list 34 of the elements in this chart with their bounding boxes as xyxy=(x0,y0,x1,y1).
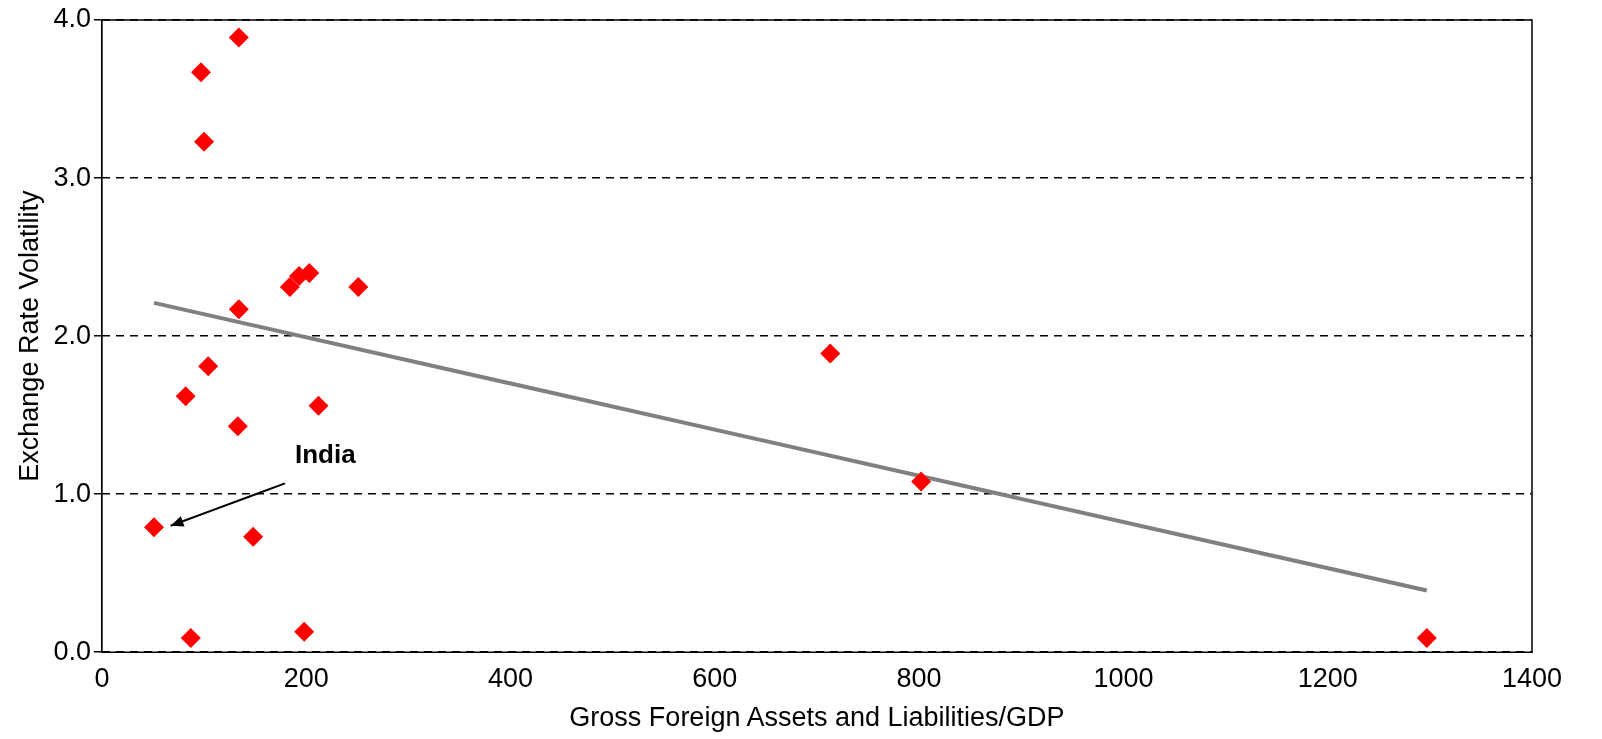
point xyxy=(228,299,249,320)
y-tick-label: 1.0 xyxy=(53,477,91,508)
point xyxy=(175,386,196,407)
x-tick-label: 0 xyxy=(94,662,110,693)
point xyxy=(348,277,369,298)
y-tick-label: 3.0 xyxy=(53,161,91,192)
point xyxy=(279,277,300,298)
x-tick-label: 600 xyxy=(692,662,738,693)
point xyxy=(227,416,248,437)
point xyxy=(294,621,315,642)
x-tick-label: 800 xyxy=(896,662,942,693)
point xyxy=(911,471,932,492)
point xyxy=(243,526,264,547)
x-tick-label: 1000 xyxy=(1093,662,1154,693)
y-tick-label: 2.0 xyxy=(53,319,91,350)
point xyxy=(144,517,165,538)
y-tick-label: 0.0 xyxy=(53,635,91,666)
x-tick-label: 1400 xyxy=(1501,662,1563,693)
point xyxy=(299,262,320,283)
point xyxy=(820,343,841,364)
y-tick-label: 4.0 xyxy=(53,3,91,34)
y-axis-title: Exchange Rate Volatility xyxy=(13,190,44,482)
x-axis-title: Gross Foreign Assets and Liabilities/GDP xyxy=(569,702,1065,733)
point xyxy=(191,62,212,83)
point xyxy=(308,395,329,416)
point xyxy=(194,131,215,152)
annotation: India xyxy=(294,439,357,470)
x-tick-label: 400 xyxy=(487,662,534,693)
x-tick-label: 200 xyxy=(283,662,329,693)
point xyxy=(198,356,219,377)
point xyxy=(180,627,201,648)
x-tick-label: 1200 xyxy=(1297,662,1358,693)
point xyxy=(228,27,249,48)
point xyxy=(1416,627,1437,648)
